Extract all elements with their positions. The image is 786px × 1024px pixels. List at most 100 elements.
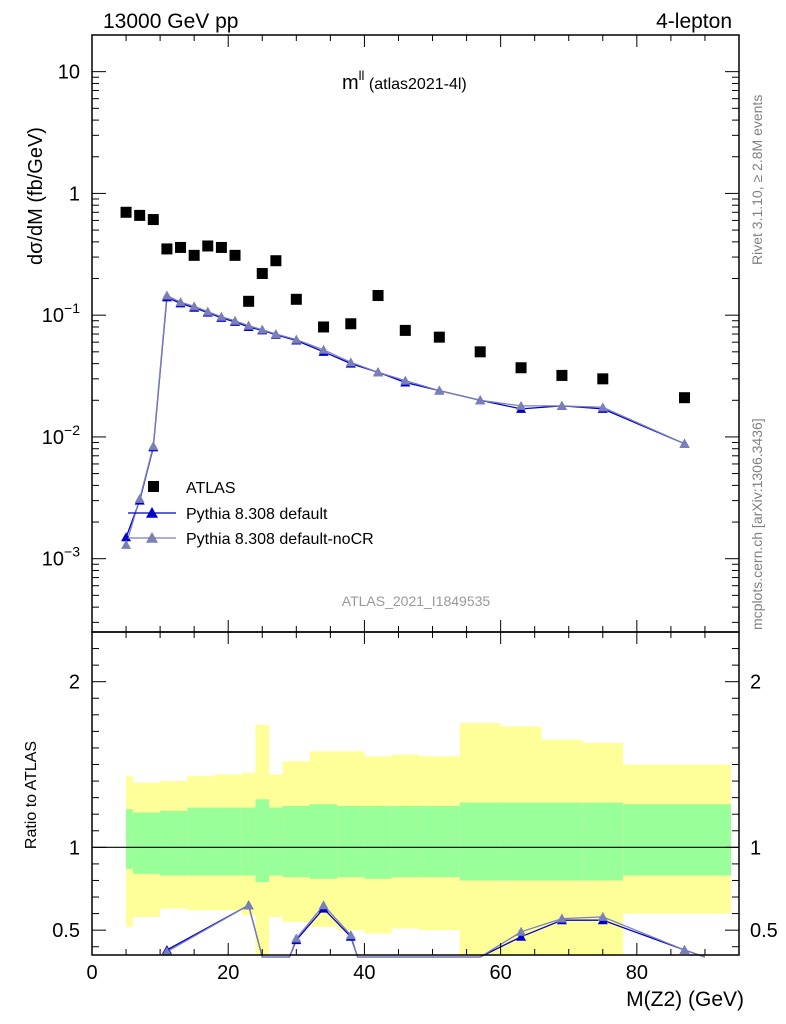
ratio-point-nocr bbox=[161, 946, 172, 956]
header-left: 13000 GeV pp bbox=[103, 10, 238, 33]
legend-label-atlas: ATLAS bbox=[186, 480, 236, 497]
main-ylabel: dσ/dM (fb/GeV) bbox=[25, 127, 47, 265]
band-inner bbox=[623, 804, 731, 876]
atlas-data-point bbox=[679, 392, 691, 404]
atlas-data-point bbox=[229, 249, 241, 261]
band-inner bbox=[160, 810, 188, 876]
band-inner bbox=[132, 812, 161, 874]
series-point-nocr bbox=[189, 301, 200, 311]
ratio-x-tick-label: 80 bbox=[626, 962, 648, 984]
atlas-data-point bbox=[175, 241, 187, 253]
watermark: ATLAS_2021_I1849535 bbox=[342, 593, 491, 609]
series-point-nocr bbox=[230, 315, 241, 325]
band-inner bbox=[255, 799, 270, 883]
band-inner bbox=[337, 805, 365, 878]
ratio-point-nocr bbox=[556, 913, 567, 923]
band-inner bbox=[126, 809, 133, 869]
main-y-tick-label: 1 bbox=[69, 183, 80, 205]
atlas-data-point bbox=[556, 369, 568, 381]
atlas-data-point bbox=[597, 373, 609, 385]
series-point-nocr bbox=[270, 329, 281, 339]
legend: ATLAS Pythia 8.308 default Pythia 8.308 de… bbox=[128, 480, 374, 548]
atlas-data-point bbox=[120, 206, 132, 218]
ratio-point-nocr bbox=[291, 933, 302, 943]
ratio-point-nocr bbox=[318, 900, 329, 910]
plot-title-sup: ll bbox=[359, 68, 365, 83]
legend-marker-default bbox=[146, 507, 158, 518]
ratio-x-tick-label: 60 bbox=[490, 962, 512, 984]
legend-marker-atlas bbox=[148, 481, 159, 492]
series-point-nocr bbox=[121, 539, 132, 549]
atlas-data-point bbox=[243, 295, 255, 307]
series-point-nocr bbox=[318, 344, 329, 354]
atlas-data-point bbox=[202, 240, 214, 252]
ratio-point-nocr bbox=[679, 945, 690, 955]
ratio-x-tick-label: 20 bbox=[217, 962, 239, 984]
series-point-nocr bbox=[400, 375, 411, 385]
plot-title: mll (atlas2021-4l) bbox=[342, 68, 467, 94]
atlas-data-point bbox=[134, 209, 146, 221]
series-point-nocr bbox=[148, 441, 159, 451]
ratio-y-tick-label-right: 2 bbox=[750, 672, 761, 694]
ratio-line-nocr bbox=[166, 904, 706, 958]
series-point-nocr bbox=[216, 311, 227, 321]
series-point-nocr bbox=[175, 297, 186, 307]
plot-title-sub: (atlas2021-4l) bbox=[364, 76, 466, 93]
rivet-label: Rivet 3.1.10, ≥ 2.8M events bbox=[749, 95, 765, 265]
main-axis-ticks: 10 1 10−1 10−2 10−3 bbox=[42, 34, 740, 632]
ratio-ylabel: Ratio to ATLAS bbox=[23, 741, 40, 849]
band-inner bbox=[187, 807, 215, 876]
ratio-marks bbox=[161, 900, 706, 958]
atlas-data-point bbox=[147, 214, 159, 226]
atlas-data-point bbox=[318, 321, 330, 333]
series-point-nocr bbox=[161, 290, 172, 300]
atlas-data-point bbox=[474, 346, 486, 358]
series-point-nocr bbox=[679, 438, 690, 448]
ratio-y-tick-label-right: 1 bbox=[750, 837, 761, 859]
legend-marker-nocr bbox=[146, 532, 158, 543]
main-y-tick-label: 10−2 bbox=[42, 422, 80, 449]
ratio-x-tick-label: 40 bbox=[353, 962, 375, 984]
series-point-nocr bbox=[345, 357, 356, 367]
mcplots-label: mcplots.cern.ch [arXiv:1306.3436] bbox=[749, 418, 765, 630]
header-right: 4-lepton bbox=[656, 10, 732, 33]
main-y-tick-label: 10−1 bbox=[42, 300, 80, 327]
ratio-point-nocr bbox=[345, 930, 356, 940]
series-point-nocr bbox=[597, 402, 608, 412]
series-point-nocr bbox=[516, 400, 527, 410]
series-point-nocr bbox=[243, 320, 254, 330]
atlas-data-point bbox=[515, 362, 527, 374]
ratio-point-nocr bbox=[243, 900, 254, 910]
atlas-data-point bbox=[256, 267, 268, 279]
main-panel: 10 1 10−1 10−2 10−3 dσ/dM (fb/GeV) mll (atla… bbox=[25, 34, 740, 633]
band-inner bbox=[241, 807, 256, 876]
ratio-y-tick-label: 2 bbox=[69, 672, 80, 694]
ratio-bands bbox=[92, 723, 739, 955]
series-point-nocr bbox=[202, 306, 213, 316]
band-inner bbox=[541, 802, 583, 881]
band-inner bbox=[459, 802, 501, 881]
ratio-point-default bbox=[516, 931, 527, 941]
ratio-y-tick-label: 1 bbox=[69, 837, 80, 859]
band-inner bbox=[364, 805, 392, 879]
band-inner bbox=[309, 804, 338, 879]
band-inner bbox=[500, 802, 542, 881]
ratio-axis-ticks: 0 20 40 60 80 0.5 0.5 1 1 2 2 bbox=[52, 632, 778, 984]
band-inner bbox=[418, 805, 460, 878]
band-inner bbox=[391, 805, 419, 878]
atlas-data-point bbox=[161, 243, 173, 255]
atlas-data-point bbox=[345, 318, 357, 330]
atlas-data-point bbox=[399, 324, 411, 336]
ratio-y-tick-label: 0.5 bbox=[52, 920, 80, 942]
series-point-nocr bbox=[556, 400, 567, 410]
ratio-y-tick-label-right: 0.5 bbox=[750, 920, 778, 942]
band-inner bbox=[582, 802, 624, 881]
ratio-point-nocr bbox=[597, 911, 608, 921]
legend-label-default: Pythia 8.308 default bbox=[186, 506, 328, 523]
legend-label-nocr: Pythia 8.308 default-noCR bbox=[186, 531, 374, 548]
band-inner bbox=[214, 807, 242, 876]
atlas-data-point bbox=[270, 255, 282, 267]
plot-title-main: m bbox=[342, 72, 359, 94]
atlas-data-point bbox=[215, 241, 227, 253]
